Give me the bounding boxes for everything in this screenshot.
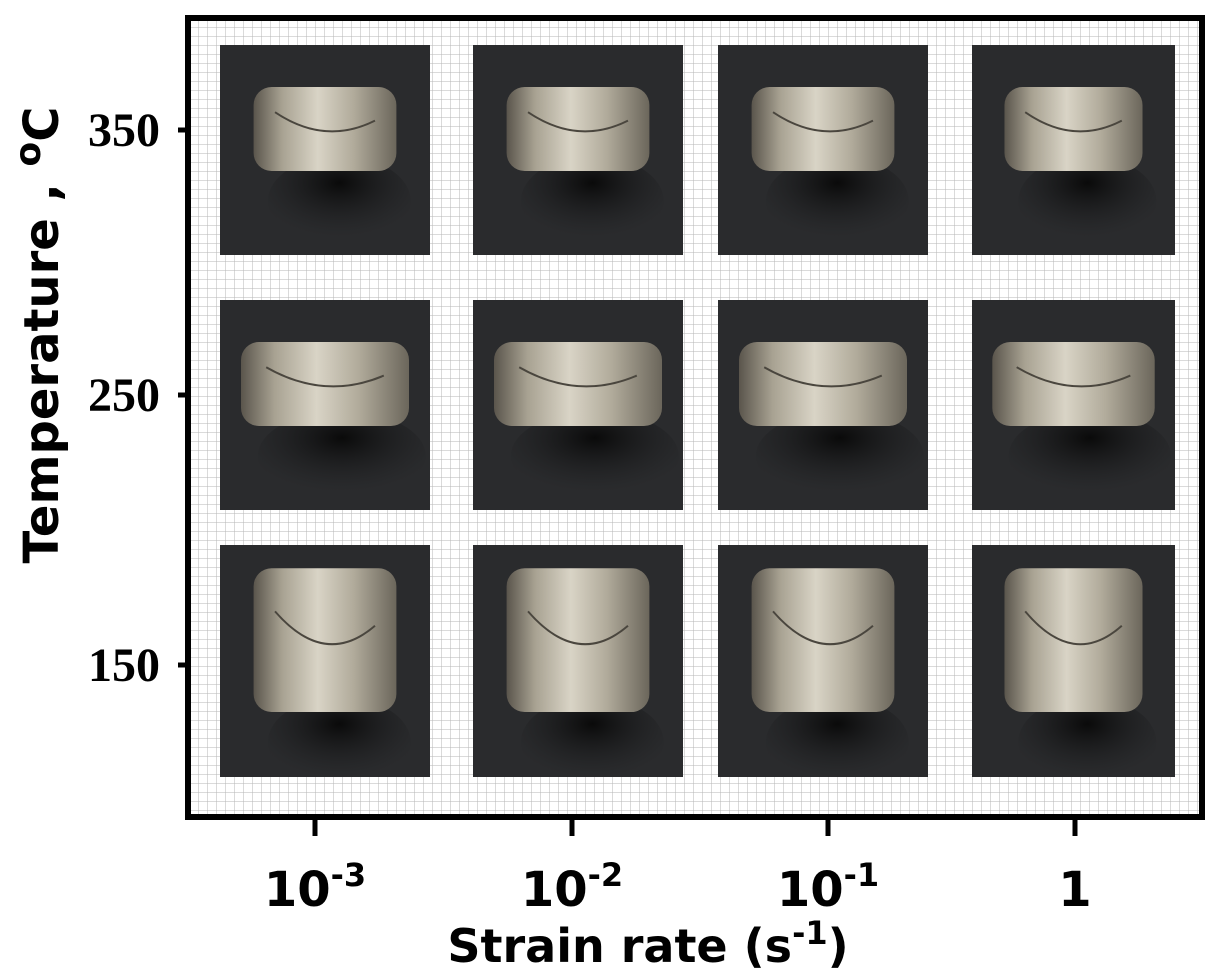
- specimen: [494, 342, 662, 426]
- figure: 350 250 150 Temperature , oC 10-310-210-…: [0, 0, 1219, 976]
- x-title-end: ): [828, 919, 849, 973]
- specimen: [241, 342, 409, 426]
- x-tick-label: 1: [1058, 862, 1091, 918]
- sample-photo: [718, 300, 928, 510]
- y-tick-label: 150: [88, 639, 160, 692]
- x-tick-exp: -2: [588, 856, 624, 894]
- x-tick-exp: -1: [844, 856, 880, 894]
- y-tick-label: 250: [88, 369, 160, 422]
- specimen: [752, 87, 895, 171]
- x-tick-base: 10: [264, 862, 331, 918]
- specimen: [1004, 87, 1142, 171]
- sample-photo: [220, 45, 430, 255]
- x-tick-base: 10: [777, 862, 844, 918]
- x-tick-label: 10-2: [521, 856, 623, 918]
- specimen: [254, 568, 397, 712]
- specimen: [254, 87, 397, 171]
- specimen: [507, 87, 650, 171]
- sample-photo: [972, 545, 1175, 787]
- y-title-unit: C: [14, 107, 70, 142]
- x-tick-label: 10-1: [777, 856, 879, 918]
- sample-photo: [972, 45, 1175, 255]
- page: {"y_axis": {"title": "Temperature , ", "…: [0, 0, 1219, 976]
- x-tick-base: 10: [521, 862, 588, 918]
- sample-photo: [473, 45, 683, 255]
- sample-photo: [473, 545, 683, 787]
- specimen: [752, 568, 895, 712]
- x-title-text: Strain rate (s: [447, 919, 792, 973]
- specimen: [739, 342, 907, 426]
- specimen: [507, 568, 650, 712]
- sample-photo: [220, 545, 430, 787]
- x-axis-title: Strain rate (s-1): [447, 914, 848, 973]
- sample-photo: [473, 300, 683, 510]
- x-tick-label: 10-3: [264, 856, 366, 918]
- sample-photo: [972, 300, 1175, 510]
- x-tick-base: 1: [1058, 862, 1091, 918]
- y-axis-title: Temperature , oC: [8, 107, 70, 564]
- x-tick-exp: -3: [331, 856, 367, 894]
- specimen: [1004, 568, 1142, 712]
- sample-photo: [718, 545, 928, 787]
- y-title-text: Temperature ,: [14, 167, 70, 564]
- y-title-sup: o: [8, 142, 49, 167]
- sample-photo: [220, 300, 430, 510]
- y-tick-label: 350: [88, 104, 160, 157]
- x-title-sup: -1: [792, 914, 828, 952]
- sample-photo: [718, 45, 928, 255]
- specimen: [992, 342, 1154, 426]
